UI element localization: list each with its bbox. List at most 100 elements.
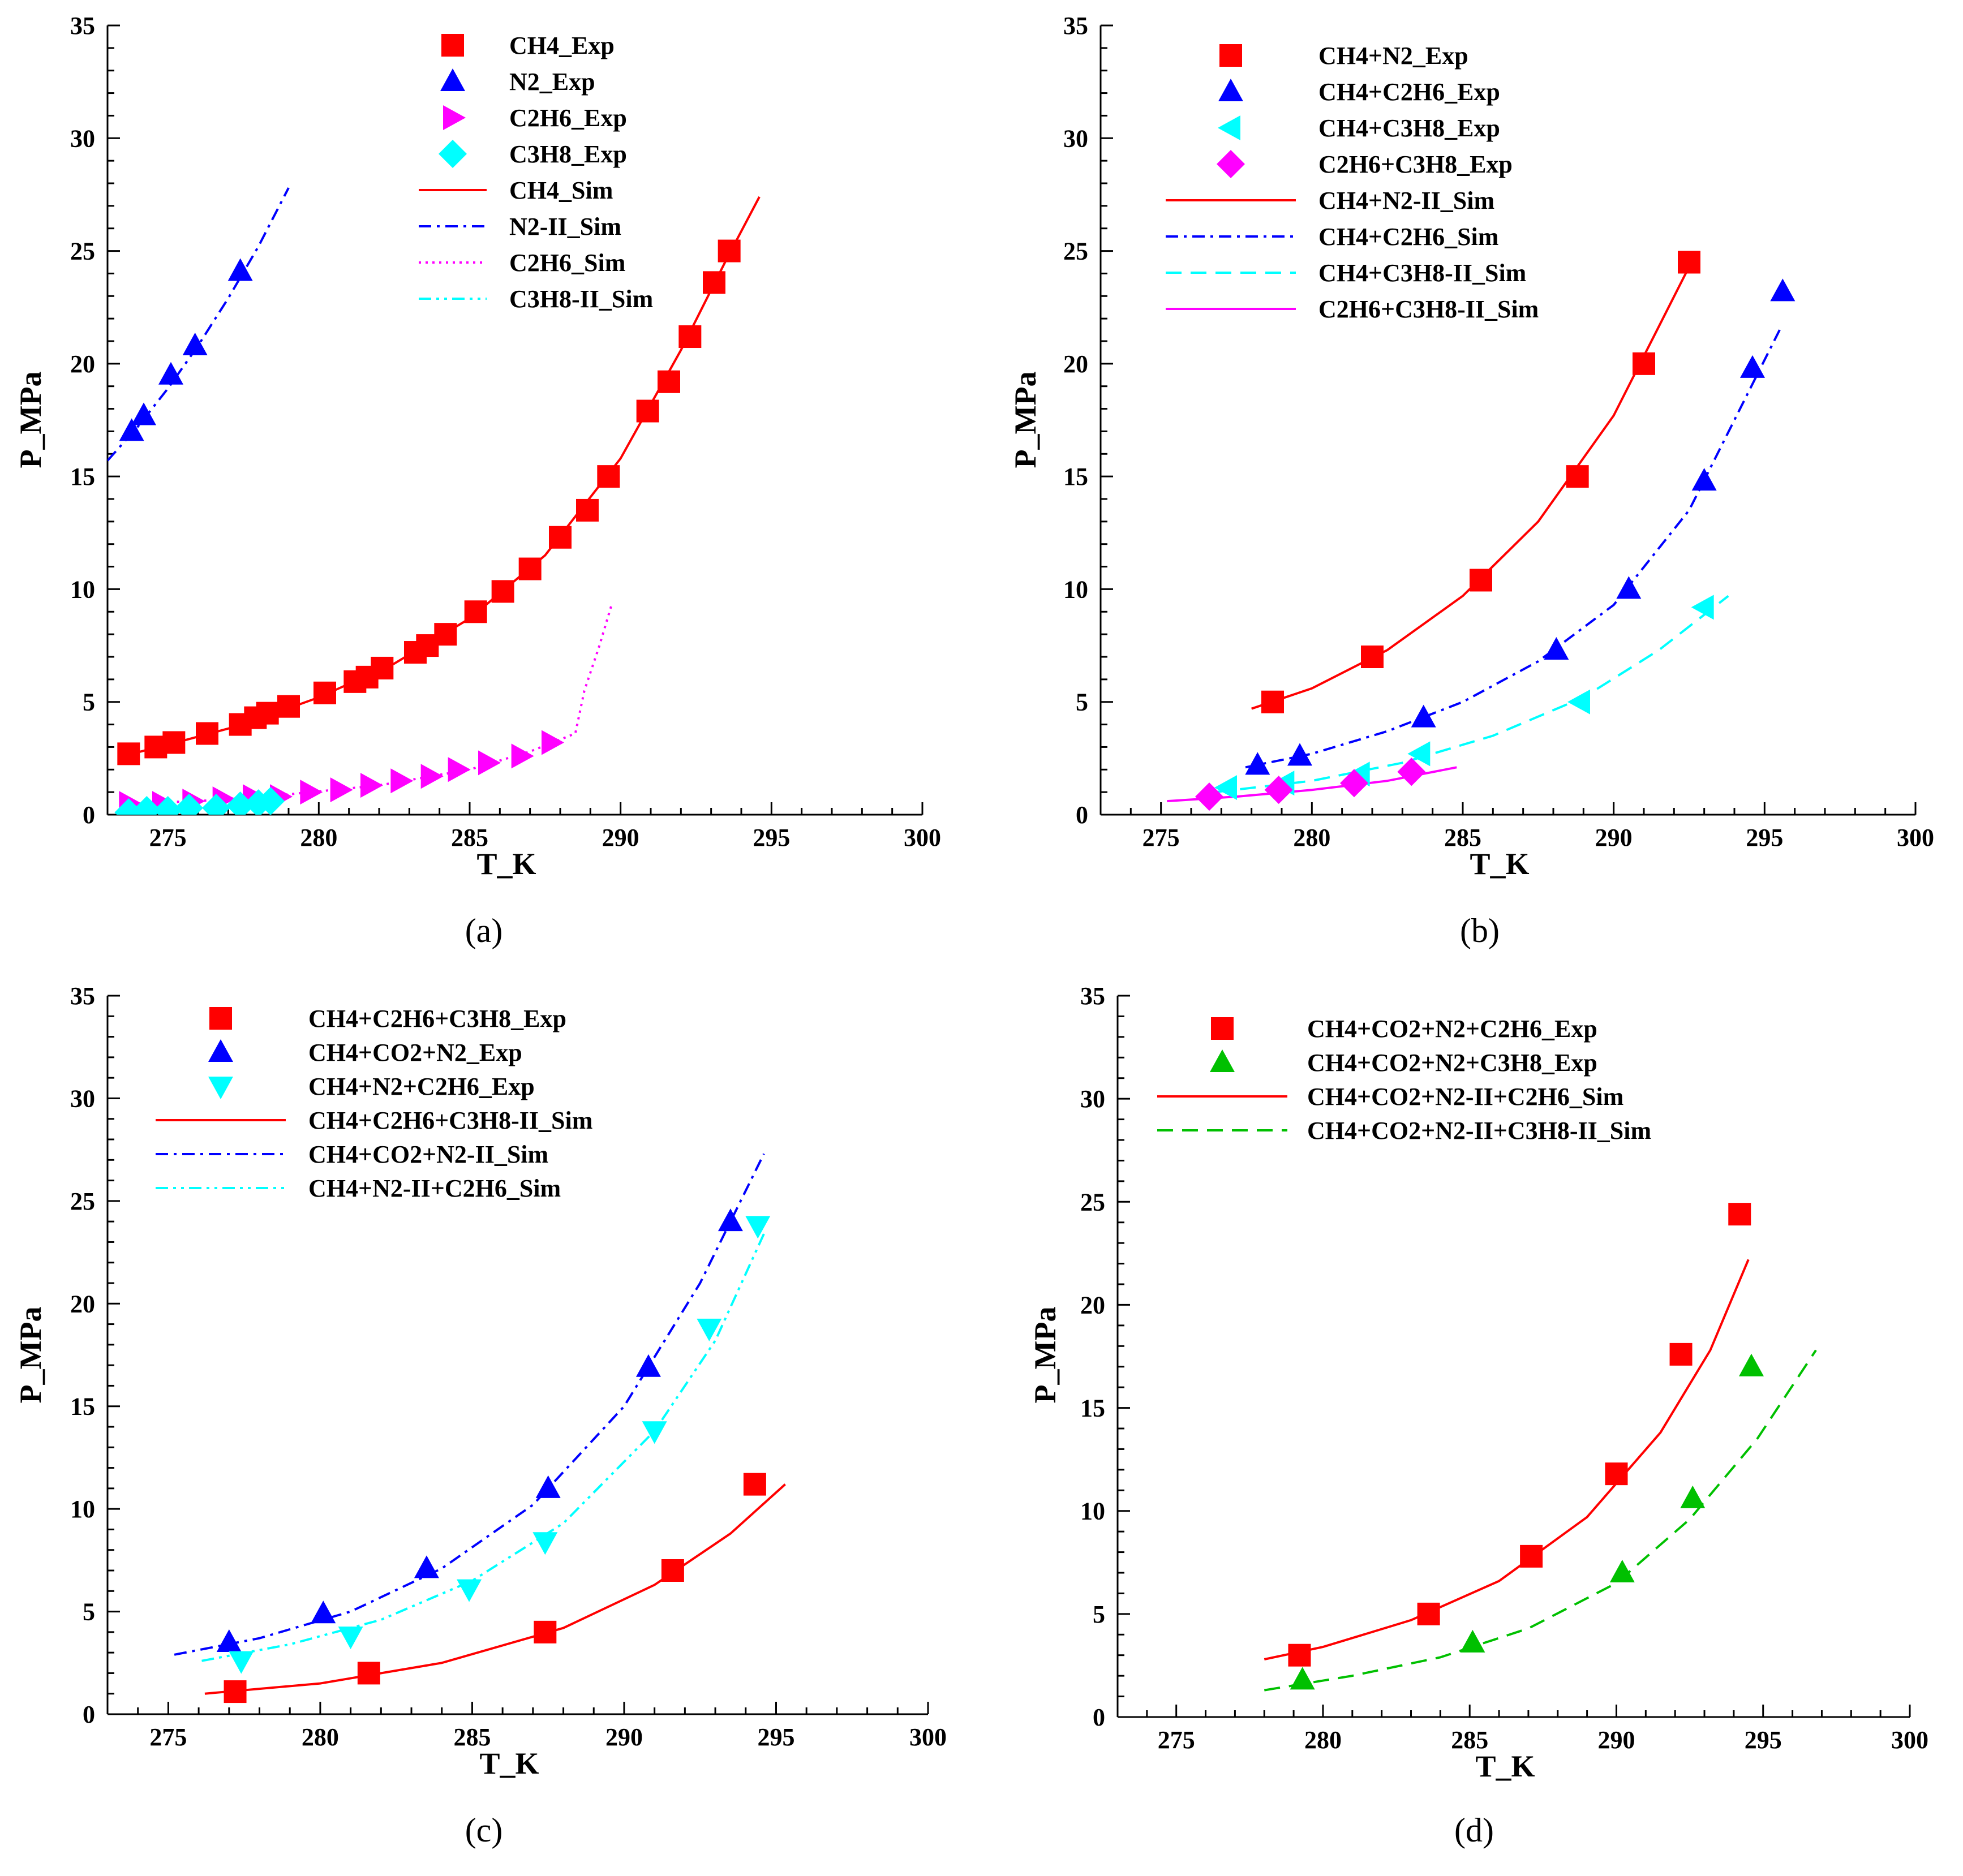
- y-tick-label: 15: [1080, 1395, 1105, 1422]
- data-point-CH4+N2+C2H6_Exp: [229, 1651, 254, 1674]
- data-point-CH4+C2H6_Exp: [1287, 743, 1312, 766]
- y-axis-label: P_MPa: [1028, 1307, 1062, 1404]
- y-tick-label: 0: [83, 1701, 95, 1728]
- legend-label: C2H6+C3H8-II_Sim: [1318, 295, 1539, 323]
- x-tick-label: 285: [453, 1723, 491, 1751]
- data-point-CH4+CO2+N2_Exp: [311, 1600, 336, 1624]
- data-point-CH4+C2H6_Exp: [1691, 468, 1717, 491]
- panel-caption: (c): [465, 1812, 503, 1849]
- data-point-CH4+C2H6_Exp: [1770, 278, 1796, 302]
- legend-label: CH4+CO2+N2+C2H6_Exp: [1307, 1015, 1597, 1043]
- data-point-CH4+N2_Exp: [1361, 646, 1384, 668]
- data-point-C2H6_Exp: [420, 764, 444, 789]
- data-point-CH4+C3H8_Exp: [1407, 741, 1431, 767]
- y-tick-label: 15: [70, 1393, 95, 1421]
- y-tick-label: 30: [70, 1085, 95, 1112]
- panel-caption: (d): [1454, 1812, 1494, 1849]
- y-tick-label: 20: [1080, 1291, 1105, 1319]
- legend-label: CH4+C3H8_Exp: [1318, 114, 1500, 142]
- data-point-CH4+C2H6+C3H8_Exp: [534, 1620, 557, 1643]
- data-point-CH4_Exp: [313, 681, 336, 704]
- legend-label: N2_Exp: [509, 68, 595, 96]
- y-tick-label: 10: [1063, 575, 1088, 603]
- y-tick-label: 15: [70, 463, 95, 490]
- data-point-N2_Exp: [119, 418, 144, 441]
- y-tick-label: 5: [1076, 689, 1088, 716]
- x-tick-label: 285: [1451, 1726, 1488, 1754]
- data-point-C2H6_Exp: [330, 777, 353, 803]
- panel-caption: (b): [1460, 912, 1500, 949]
- data-point-C2H6_Exp: [360, 773, 383, 798]
- data-point-CH4_Exp: [518, 557, 542, 580]
- legend-symbol-CH4+C2H6_Exp: [1218, 79, 1243, 101]
- data-point-CH4_Exp: [491, 580, 514, 603]
- data-point-CH4+CO2+N2+C3H8_Exp: [1739, 1353, 1764, 1376]
- data-point-CH4+CO2+N2+C3H8_Exp: [1680, 1485, 1706, 1508]
- data-point-C2H6_Exp: [478, 750, 501, 776]
- data-point-CH4+N2_Exp: [1566, 465, 1589, 488]
- x-tick-label: 300: [1891, 1726, 1928, 1754]
- data-point-CH4_Exp: [718, 239, 741, 263]
- legend-symbol-CH4+N2+C2H6_Exp: [208, 1077, 233, 1099]
- y-tick-label: 30: [70, 124, 95, 152]
- panel-caption: (a): [465, 912, 503, 949]
- legend-symbol-CH4_Exp: [441, 34, 464, 57]
- x-tick-label: 285: [1444, 824, 1481, 851]
- legend-label: CH4+N2-II_Sim: [1318, 187, 1494, 214]
- y-axis-label: P_MPa: [1008, 372, 1042, 468]
- legend-symbol-C2H6+C3H8_Exp: [1217, 150, 1245, 178]
- data-point-CH4+N2+C2H6_Exp: [532, 1532, 558, 1555]
- data-point-CH4_Exp: [196, 722, 218, 745]
- y-tick-label: 5: [83, 689, 95, 716]
- data-point-CH4+C2H6+C3H8_Exp: [743, 1473, 766, 1496]
- legend-label: CH4+C2H6_Exp: [1318, 78, 1500, 106]
- data-point-CH4+C2H6+C3H8_Exp: [661, 1559, 684, 1582]
- data-point-CH4+C2H6+C3H8_Exp: [357, 1662, 380, 1685]
- y-tick-label: 0: [83, 801, 95, 829]
- y-tick-label: 20: [1063, 350, 1088, 378]
- legend: CH4+N2_Exp CH4+C2H6_Exp CH4+C3H8_Exp C2H6+C…: [1166, 42, 1539, 323]
- data-point-C3H8_Exp: [175, 794, 203, 815]
- data-point-CH4_Exp: [256, 702, 279, 725]
- chart-panel-3: 275 280 285 290 295 300 0 5 10 15 20 25 30 35 T_K P_MPa…: [14, 982, 947, 1849]
- legend-label: CH4+CO2+N2-II+C3H8-II_Sim: [1307, 1117, 1651, 1144]
- y-tick-label: 5: [1093, 1600, 1105, 1628]
- y-tick-label: 35: [70, 982, 95, 1010]
- data-point-CH4+N2_Exp: [1678, 251, 1700, 274]
- data-point-CH4_Exp: [576, 498, 599, 522]
- data-point-C2H6+C3H8_Exp: [1397, 758, 1426, 786]
- x-tick-label: 290: [602, 824, 639, 851]
- x-tick-label: 300: [904, 824, 941, 851]
- x-axis-label: T_K: [1470, 847, 1529, 881]
- data-point-CH4+CO2+N2_Exp: [216, 1629, 242, 1652]
- data-point-C2H6+C3H8_Exp: [1264, 776, 1293, 804]
- series-line-CH4+N2-II_Sim: [1251, 266, 1690, 710]
- y-tick-label: 25: [1063, 238, 1088, 265]
- chart-panel-1: 275 280 285 290 295 300 0 5 10 15 20 25 30 35 T_K P_MPa…: [14, 12, 941, 949]
- data-point-CH4_Exp: [597, 465, 620, 488]
- data-point-CH4+N2+C2H6_Exp: [338, 1627, 363, 1650]
- data-point-CH4+CO2+N2_Exp: [635, 1354, 661, 1377]
- data-point-CH4+C2H6_Exp: [1245, 752, 1270, 775]
- legend-label: N2-II_Sim: [509, 213, 621, 240]
- data-point-CH4+C2H6_Exp: [1411, 704, 1436, 728]
- data-point-CH4_Exp: [371, 656, 394, 679]
- legend-label: C3H8-II_Sim: [509, 285, 653, 313]
- data-point-N2_Exp: [182, 332, 208, 355]
- series-line-CH4+C2H6+C3H8-II_Sim: [204, 1483, 786, 1695]
- x-tick-label: 295: [1745, 1726, 1782, 1754]
- legend-symbol-N2_Exp: [440, 68, 465, 91]
- legend-label: CH4+CO2+N2-II+C2H6_Sim: [1307, 1083, 1623, 1111]
- data-point-CH4_Exp: [464, 600, 487, 623]
- y-tick-label: 0: [1076, 801, 1088, 829]
- legend-label: C2H6_Exp: [509, 104, 627, 132]
- data-point-CH4+N2+C2H6_Exp: [745, 1216, 771, 1239]
- y-tick-label: 25: [70, 1187, 95, 1215]
- y-tick-label: 35: [70, 12, 95, 40]
- legend-label: CH4+C3H8-II_Sim: [1318, 259, 1526, 287]
- legend-symbol-CH4+C2H6+C3H8_Exp: [209, 1007, 232, 1030]
- data-point-CH4+N2_Exp: [1261, 690, 1284, 713]
- legend-label: CH4_Exp: [509, 32, 615, 59]
- legend-label: CH4+C2H6_Sim: [1318, 223, 1498, 251]
- data-point-C2H6_Exp: [542, 730, 564, 755]
